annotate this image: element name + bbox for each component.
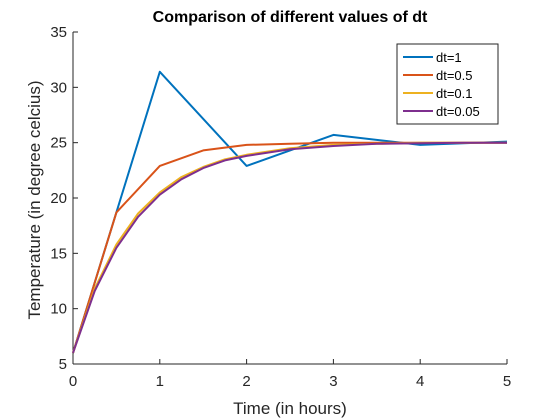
x-axis-label: Time (in hours)	[233, 399, 347, 418]
legend-label-0: dt=1	[436, 50, 462, 65]
legend-label-1: dt=0.5	[436, 68, 473, 83]
x-tick-label: 5	[503, 373, 511, 390]
y-tick-label: 20	[50, 190, 67, 207]
legend: dt=1 dt=0.5 dt=0.1 dt=0.05	[397, 44, 498, 124]
y-tick-label: 25	[50, 135, 67, 152]
y-tick-label: 5	[59, 356, 67, 373]
y-axis-label: Temperature (in degree celcius)	[25, 80, 44, 319]
legend-label-2: dt=0.1	[436, 86, 473, 101]
legend-label-3: dt=0.05	[436, 104, 480, 119]
x-tick-label: 3	[329, 373, 337, 390]
y-tick-label: 35	[50, 24, 67, 41]
x-tick-label: 1	[156, 373, 164, 390]
y-tick-label: 10	[50, 301, 67, 318]
x-tick-label: 4	[416, 373, 424, 390]
chart-title: Comparison of different values of dt	[153, 9, 428, 26]
x-tick-label: 0	[69, 373, 77, 390]
y-tick-label: 30	[50, 79, 67, 96]
y-tick-label: 15	[50, 245, 67, 262]
x-tick-label: 2	[242, 373, 250, 390]
